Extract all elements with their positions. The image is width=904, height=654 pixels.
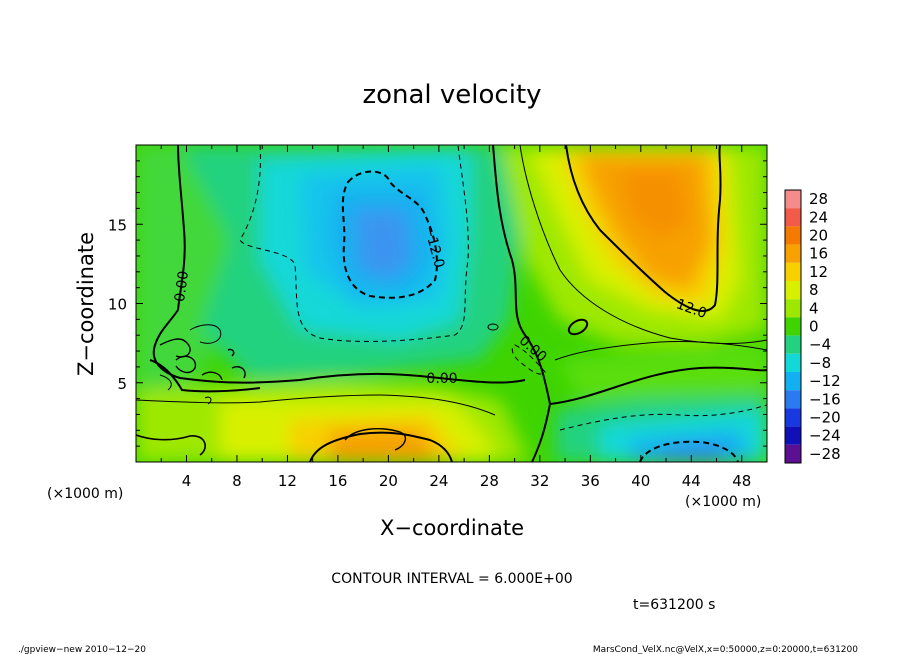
- x-tick-label: 44: [682, 472, 701, 490]
- colorbar-label: −20: [809, 409, 841, 427]
- x-axis-label: X−coordinate: [380, 516, 524, 540]
- colorbar-label: 24: [809, 208, 828, 226]
- colorbar-label: 4: [809, 299, 819, 317]
- contour-label: 0.00: [172, 270, 192, 303]
- colorbar-swatch: [785, 390, 801, 409]
- colorbar-label: −12: [809, 372, 841, 390]
- x-tick-label: 4: [182, 472, 192, 490]
- contour-label: 0.00: [426, 371, 457, 387]
- y-tick-label: 15: [108, 216, 127, 234]
- colorbar-label: −8: [809, 354, 831, 372]
- colorbar-swatch: [785, 372, 801, 391]
- chart-title: zonal velocity: [362, 80, 541, 110]
- x-tick-label: 20: [379, 472, 398, 490]
- x-tick-label: 40: [631, 472, 650, 490]
- y-axis: 5 10 15: [108, 160, 767, 447]
- colorbar-swatch: [785, 408, 801, 427]
- x-unit-note-right: (×1000 m): [685, 494, 761, 510]
- y-tick-label: 5: [117, 375, 127, 393]
- contour-lines: [136, 145, 767, 462]
- colorbar-swatch: [785, 281, 801, 300]
- colorbar-swatch: [785, 317, 801, 336]
- x-tick-label: 28: [480, 472, 499, 490]
- colorbar-swatch: [785, 262, 801, 281]
- colorbar-swatch: [785, 444, 801, 463]
- colorbar-swatch: [785, 226, 801, 245]
- footer-left: ./gpview−new 2010−12−20: [18, 645, 146, 654]
- colorbar-label: 20: [809, 227, 828, 245]
- x-tick-label: 12: [278, 472, 297, 490]
- colorbar-swatch: [785, 190, 801, 209]
- footer-right: MarsCond_VelX.nc@VelX,x=0:50000,z=0:2000…: [593, 645, 858, 654]
- colorbar-label: 16: [809, 245, 828, 263]
- colorbar-frame: [784, 189, 802, 464]
- x-tick-label: 24: [429, 472, 448, 490]
- colorbar-label: 0: [809, 318, 819, 336]
- x-tick-label: 48: [732, 472, 751, 490]
- colorbar-label: 28: [809, 190, 828, 208]
- y-axis-label: Z−coordinate: [74, 232, 98, 376]
- colorbar-swatch: [785, 299, 801, 318]
- colorbar-label: 8: [809, 281, 819, 299]
- x-tick-label: 16: [328, 472, 347, 490]
- colorbar-label: −4: [809, 336, 831, 354]
- contour-interval-text: CONTOUR INTERVAL = 6.000E+00: [331, 571, 572, 587]
- x-tick-label: 8: [232, 472, 242, 490]
- y-tick-label: 10: [108, 296, 127, 314]
- colorbar-label: −28: [809, 445, 841, 463]
- plot-area: [136, 145, 767, 462]
- colorbar-swatch: [785, 208, 801, 227]
- colorbar-swatch: [785, 335, 801, 354]
- x-tick-label: 36: [581, 472, 600, 490]
- x-axis: 4 8 12 16 20 24 28 32 36 40 44 48: [160, 145, 768, 490]
- time-text: t=631200 s: [633, 597, 715, 613]
- colorbar-swatch: [785, 244, 801, 263]
- x-tick-label: 32: [530, 472, 549, 490]
- colorbar-label: −16: [809, 390, 841, 408]
- colorbar-swatch: [785, 353, 801, 372]
- colorbar-label: −24: [809, 427, 841, 445]
- colorbar-label: 12: [809, 263, 828, 281]
- x-unit-note: (×1000 m): [47, 486, 123, 502]
- colorbar-swatch: [785, 426, 801, 445]
